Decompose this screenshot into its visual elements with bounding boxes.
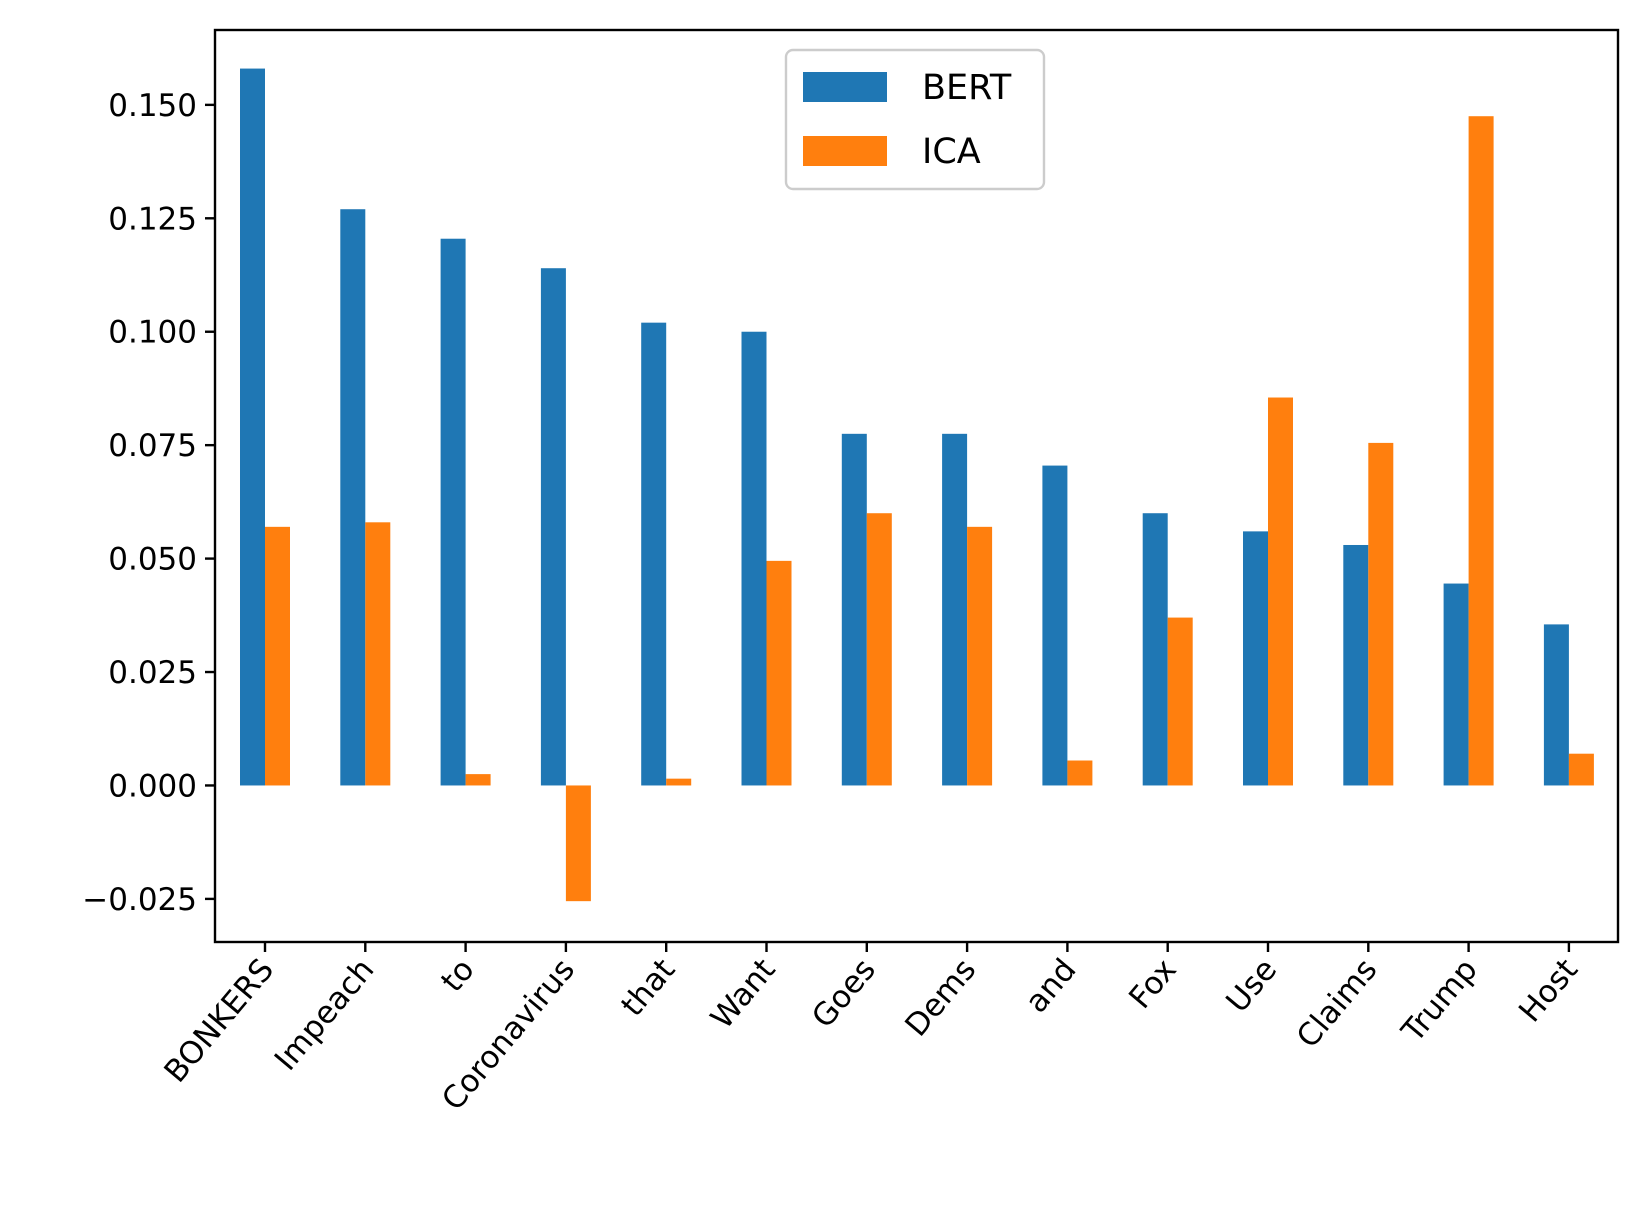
bar-ica-coronavirus bbox=[565, 785, 591, 902]
y-tick-label: 0.100 bbox=[108, 315, 197, 351]
bar-ica-claims bbox=[1368, 442, 1394, 786]
legend-swatch-ica bbox=[803, 136, 887, 166]
y-tick-label: 0.025 bbox=[108, 655, 197, 691]
bar-bert-coronavirus bbox=[540, 268, 566, 786]
bars-layer bbox=[240, 68, 1594, 902]
bar-ica-impeach bbox=[365, 522, 391, 786]
y-tick-label: 0.075 bbox=[108, 428, 197, 464]
bar-bert-and bbox=[1042, 465, 1068, 786]
bar-ica-host bbox=[1568, 753, 1594, 786]
bar-bert-want bbox=[741, 331, 767, 786]
y-tick-label: 0.150 bbox=[108, 88, 197, 124]
legend-label-bert: BERT bbox=[922, 68, 1012, 108]
bar-bert-goes bbox=[841, 433, 867, 786]
y-tick-label: 0.050 bbox=[108, 542, 197, 578]
bar-bert-to bbox=[440, 238, 466, 786]
plot-frame bbox=[213, 28, 1620, 944]
bar-bert-that bbox=[641, 322, 667, 786]
bar-bert-host bbox=[1543, 624, 1569, 786]
bar-ica-dems bbox=[967, 526, 993, 786]
bar-ica-trump bbox=[1468, 116, 1494, 786]
bar-ica-bonkers bbox=[265, 526, 290, 786]
bar-bert-use bbox=[1243, 531, 1268, 786]
bar-bert-dems bbox=[942, 433, 968, 786]
bar-ica-goes bbox=[866, 513, 892, 786]
bar-ica-to bbox=[465, 774, 491, 786]
bar-ica-and bbox=[1067, 760, 1093, 786]
legend: BERT ICA bbox=[784, 48, 1046, 191]
legend-label-ica: ICA bbox=[922, 132, 981, 172]
y-tick-label: −0.025 bbox=[82, 882, 197, 918]
y-tick-label: 0.125 bbox=[108, 201, 197, 237]
legend-swatch-bert bbox=[803, 72, 887, 102]
bar-bert-claims bbox=[1343, 544, 1369, 786]
bar-ica-that bbox=[666, 778, 692, 786]
bar-bert-impeach bbox=[340, 209, 366, 786]
y-axis: 0.150 0.125 0.100 0.075 0.050 0.025 0.000 −0.02… bbox=[82, 88, 215, 918]
bar-bert-bonkers bbox=[240, 68, 265, 786]
bar-bert-fox bbox=[1142, 513, 1168, 786]
y-tick-label: 0.000 bbox=[108, 768, 197, 804]
bar-bert-trump bbox=[1443, 583, 1469, 786]
bar-ica-fox bbox=[1167, 617, 1193, 786]
bar-ica-use bbox=[1268, 397, 1293, 786]
bar-ica-want bbox=[766, 560, 792, 786]
